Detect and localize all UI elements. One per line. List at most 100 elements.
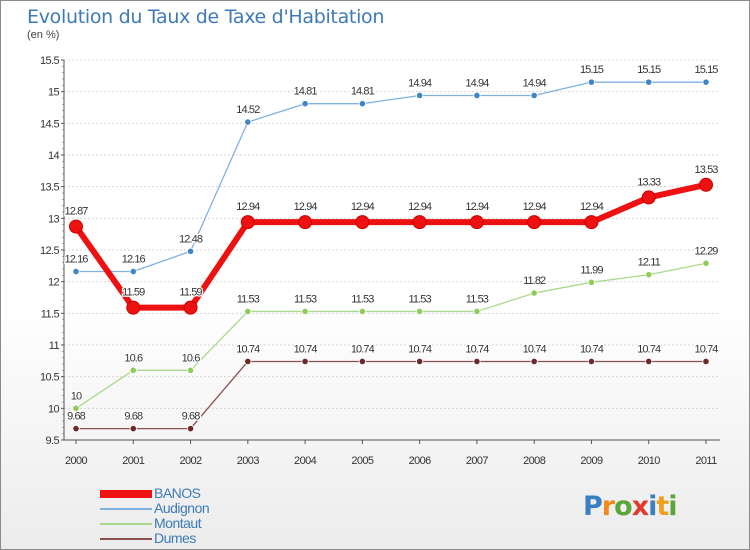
- data-point-audignon: [301, 100, 309, 108]
- legend-swatch: [100, 523, 152, 525]
- data-label-audignon: 14.94: [408, 77, 432, 89]
- data-point-audignon: [416, 91, 424, 100]
- data-labels: 12.16 12.16 12.48 14.52 14.81 14.81 14.94 14.94…: [63, 63, 720, 424]
- x-tick-label: 2007: [466, 455, 489, 467]
- data-point-dumes: [473, 357, 481, 366]
- data-point-montaut: [244, 307, 252, 316]
- data-point-dumes: [645, 357, 653, 366]
- x-tick-label: 2008: [523, 455, 546, 467]
- data-label-montaut: 11.82: [523, 275, 546, 287]
- data-point-audignon: [587, 78, 596, 86]
- axes: 9.5 10 10.5 11 11.5 12 12.5 13 13.5 14 14.5 15 15.5 2…: [40, 55, 720, 467]
- data-label-montaut: 12.29: [694, 245, 718, 257]
- grid-lines: [64, 59, 720, 441]
- data-point-audignon: [473, 91, 481, 100]
- data-label-montaut: 10: [71, 390, 82, 402]
- y-tick-label: 10.5: [40, 372, 59, 384]
- data-label-montaut: 11.99: [580, 264, 603, 276]
- data-label-dumes: 10.74: [580, 343, 604, 355]
- data-label-dumes: 10.74: [465, 343, 489, 355]
- data-label-montaut: 11.53: [237, 293, 260, 305]
- data-label-dumes: 10.74: [408, 343, 432, 355]
- data-label-audignon: 14.81: [351, 86, 375, 98]
- data-label-audignon: 15.15: [694, 64, 718, 76]
- data-label-montaut: 10.6: [182, 352, 201, 364]
- legend-item-montaut: Montaut: [100, 515, 350, 531]
- data-label-audignon: 15.15: [580, 64, 604, 76]
- data-point-banos: [699, 177, 713, 192]
- x-tick-label: 2011: [695, 455, 717, 467]
- legend-swatch: [100, 538, 152, 540]
- series-line-audignon: [75, 81, 707, 273]
- data-label-dumes: 9.68: [124, 411, 143, 423]
- data-point-audignon: [129, 267, 137, 276]
- data-point-montaut: [358, 307, 366, 316]
- legend-label: BANOS: [154, 485, 201, 501]
- data-label-dumes: 10.74: [694, 343, 718, 355]
- legend-item-audignon: Audignon: [100, 500, 350, 516]
- data-point-dumes: [358, 357, 366, 366]
- x-tick-label: 2001: [122, 455, 145, 467]
- data-point-audignon: [645, 78, 653, 86]
- series-line-banos: [73, 181, 709, 311]
- x-tick-label: 2010: [638, 455, 661, 467]
- data-label-banos: 12.94: [523, 201, 547, 213]
- logo-letter: i: [668, 491, 677, 522]
- data-point-audignon: [72, 267, 80, 276]
- data-label-audignon: 15.15: [637, 64, 661, 76]
- x-tick-label: 2005: [351, 455, 374, 467]
- data-point-banos: [469, 215, 484, 230]
- data-point-banos: [298, 215, 313, 230]
- y-tick-label: 11.5: [41, 308, 60, 320]
- y-tick-label: 11: [49, 340, 60, 352]
- series-line-montaut: [75, 262, 707, 409]
- legend-label: Dumes: [154, 530, 196, 546]
- data-point-banos: [412, 215, 427, 230]
- series-line-dumes: [75, 360, 707, 430]
- data-label-audignon: 14.52: [236, 104, 260, 116]
- logo-letter: x: [631, 491, 649, 522]
- y-tick-label: 13: [48, 213, 60, 225]
- data-point-dumes: [72, 424, 80, 433]
- data-point-dumes: [530, 357, 538, 366]
- data-point-montaut: [473, 307, 481, 316]
- data-point-banos: [183, 300, 198, 315]
- data-point-montaut: [587, 278, 596, 286]
- legend-label: Audignon: [154, 500, 210, 516]
- data-label-montaut: 11.53: [466, 293, 489, 305]
- data-label-montaut: 11.53: [351, 293, 374, 305]
- data-point-dumes: [587, 357, 596, 366]
- data-point-dumes: [129, 424, 137, 433]
- series-layer: [69, 78, 713, 433]
- legend-item-banos: BANOS: [100, 485, 350, 501]
- data-point-banos: [584, 215, 599, 230]
- chart-title: Evolution du Taux de Taxe d'Habitation: [27, 6, 385, 28]
- data-label-audignon: 14.94: [523, 77, 547, 89]
- data-label-banos: 12.94: [236, 201, 260, 213]
- x-tick-label: 2000: [65, 455, 88, 467]
- data-label-banos: 11.59: [179, 287, 202, 299]
- x-tick-label: 2009: [580, 455, 603, 467]
- data-label-dumes: 10.74: [637, 343, 661, 355]
- data-point-dumes: [301, 357, 309, 366]
- data-label-banos: 12.94: [580, 201, 604, 213]
- data-point-montaut: [301, 307, 309, 316]
- data-label-banos: 12.94: [351, 201, 375, 213]
- x-tick-label: 2006: [409, 455, 432, 467]
- data-point-montaut: [186, 366, 195, 374]
- data-label-banos: 12.94: [294, 201, 318, 213]
- data-point-montaut: [645, 271, 653, 279]
- y-tick-label: 13.5: [40, 182, 59, 194]
- data-label-banos: 12.94: [465, 201, 489, 213]
- logo-letter: P: [583, 491, 603, 522]
- data-label-montaut: 10.6: [124, 352, 143, 364]
- logo-letter: r: [601, 491, 615, 522]
- data-point-audignon: [186, 247, 195, 255]
- legend-item-dumes: Dumes: [100, 530, 350, 546]
- data-point-dumes: [244, 357, 252, 366]
- data-point-montaut: [129, 366, 137, 374]
- data-point-montaut: [416, 307, 424, 316]
- data-label-banos: 12.94: [408, 201, 432, 213]
- legend: BANOS Audignon Montaut Dumes: [100, 485, 350, 546]
